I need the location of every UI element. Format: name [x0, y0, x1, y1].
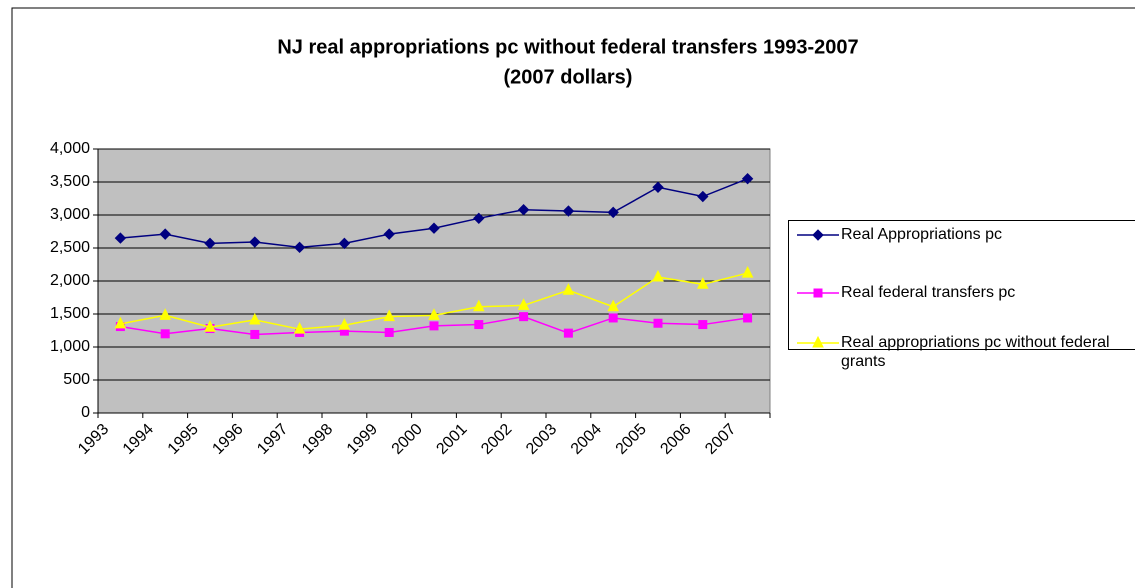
- y-tick-label: 2,000: [50, 272, 90, 289]
- legend-item: Real appropriations pc without federal g…: [789, 333, 1131, 371]
- legend-swatch: [797, 288, 839, 298]
- data-point: [338, 237, 351, 250]
- legend-marker: [812, 335, 824, 348]
- data-point: [472, 299, 485, 312]
- data-point: [698, 320, 708, 330]
- data-point: [696, 277, 709, 289]
- data-point: [473, 212, 485, 225]
- y-tick-label: 4,000: [50, 140, 90, 157]
- data-point: [114, 232, 127, 244]
- legend-swatch: [797, 229, 839, 241]
- data-point: [652, 181, 664, 193]
- data-point: [517, 298, 530, 310]
- data-point: [697, 190, 709, 203]
- data-point: [250, 329, 260, 339]
- data-point: [428, 222, 440, 234]
- data-point: [607, 206, 619, 219]
- data-point: [429, 321, 439, 331]
- legend-label: Real Appropriations pc: [841, 226, 1002, 243]
- data-point: [159, 308, 172, 320]
- data-point: [204, 237, 216, 250]
- data-point: [563, 328, 573, 338]
- data-point: [204, 320, 216, 332]
- data-point: [517, 204, 530, 216]
- data-point: [474, 320, 484, 330]
- data-point: [562, 283, 575, 295]
- data-point: [741, 265, 754, 278]
- y-tick-label: 1,500: [50, 305, 90, 322]
- data-point: [428, 308, 440, 320]
- data-point: [653, 318, 663, 328]
- legend: Real Appropriations pc Real federal trans…: [788, 220, 1135, 370]
- data-point: [607, 299, 620, 312]
- data-point: [562, 205, 575, 217]
- data-point: [293, 241, 306, 254]
- y-tick-label: 500: [63, 371, 90, 388]
- data-point: [248, 312, 261, 325]
- y-tick-label: 3,500: [50, 173, 90, 190]
- y-tick-label: 2,500: [50, 239, 90, 256]
- data-point: [384, 327, 394, 337]
- data-point: [743, 313, 753, 323]
- data-point: [383, 228, 395, 240]
- legend-label: Real federal transfers pc: [841, 284, 1016, 301]
- chart-title: NJ real appropriations pc without federa…: [277, 36, 858, 58]
- legend-marker: [812, 229, 824, 241]
- legend-marker: [813, 288, 823, 298]
- data-point: [293, 322, 306, 334]
- data-point: [741, 172, 754, 185]
- data-point: [338, 318, 351, 330]
- data-point: [114, 316, 127, 329]
- y-tick-label: 3,000: [50, 206, 90, 223]
- y-tick-label: 0: [81, 404, 90, 421]
- data-point: [159, 228, 171, 240]
- legend-swatch: [797, 335, 839, 348]
- legend-item: Real Appropriations pc: [789, 225, 1131, 245]
- data-point: [519, 312, 529, 322]
- chart-subtitle: (2007 dollars): [504, 66, 633, 88]
- y-tick-label: 1,000: [50, 338, 90, 355]
- legend-item: Real federal transfers pc: [789, 283, 1131, 303]
- legend-label: Real appropriations pc without federal g…: [841, 334, 1110, 370]
- data-point: [160, 329, 170, 339]
- data-point: [608, 313, 618, 323]
- data-point: [249, 236, 261, 248]
- data-point: [383, 309, 396, 322]
- data-point: [652, 269, 664, 282]
